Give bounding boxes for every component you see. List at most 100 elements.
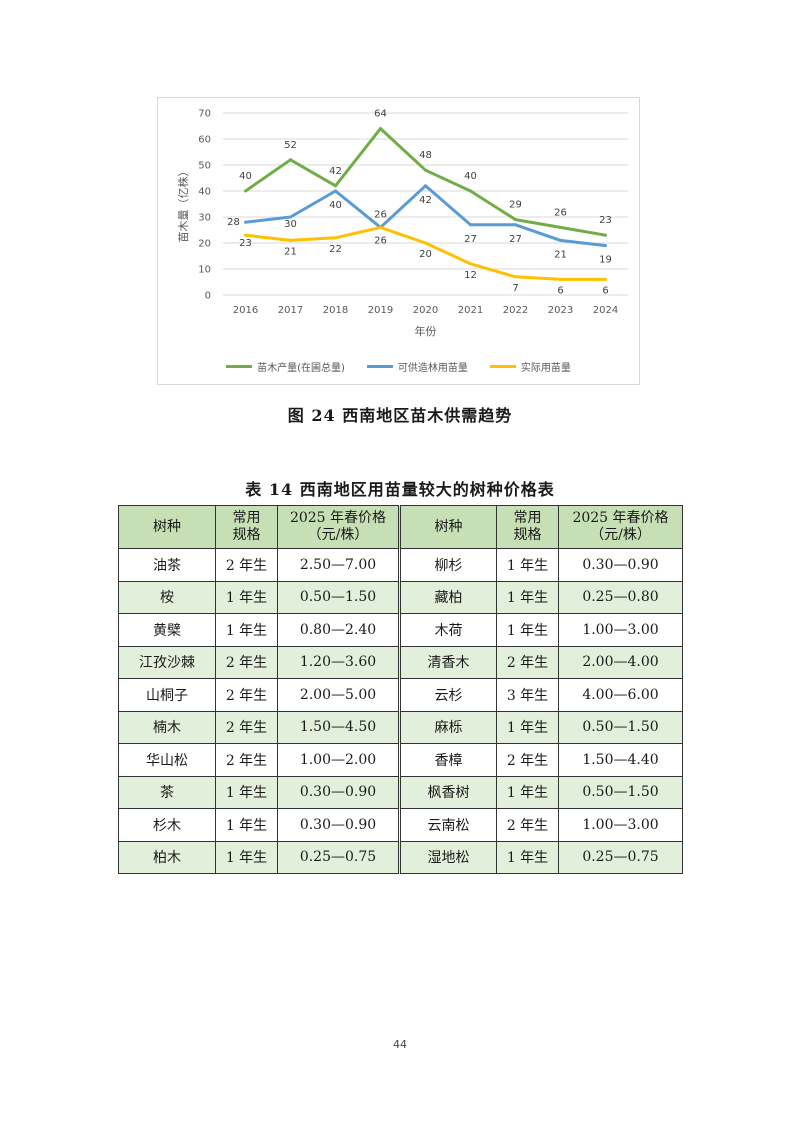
table-cell: 2 年生 xyxy=(496,743,559,777)
x-tick-label: 2019 xyxy=(368,305,393,316)
y-tick-label: 20 xyxy=(198,239,211,250)
header-line: 树种 xyxy=(153,518,181,535)
table-cell: 茶 xyxy=(118,775,216,809)
data-label: 19 xyxy=(599,255,612,266)
data-label: 26 xyxy=(374,209,387,220)
data-point xyxy=(559,277,562,281)
header-line: （元/株） xyxy=(590,527,651,543)
y-axis-title: 苗木量（亿株） xyxy=(176,166,190,243)
table-cell: 1 年生 xyxy=(496,710,559,744)
data-label: 6 xyxy=(557,285,563,296)
data-label: 40 xyxy=(239,171,252,182)
data-label: 40 xyxy=(464,171,477,182)
table-cell: 0.25—0.80 xyxy=(558,580,683,614)
table-row: 黄檗 1 年生 0.80—2.40 木荷 1 年生 1.00—3.00 xyxy=(118,613,683,647)
table-cell: 0.30—0.90 xyxy=(558,548,683,582)
y-tick-label: 70 xyxy=(198,109,211,120)
header-line: 2025 年春价格 xyxy=(289,510,387,526)
data-point xyxy=(424,184,427,188)
data-point xyxy=(244,233,247,237)
table-cell: 2 年生 xyxy=(496,645,559,679)
table-cell: 2.00—4.00 xyxy=(558,645,683,679)
table-row: 山桐子 2 年生 2.00—5.00 云杉 3 年生 4.00—6.00 xyxy=(118,678,683,712)
data-label: 21 xyxy=(554,249,567,260)
table-title: 表 14 西南地区用苗量较大的树种价格表 xyxy=(245,480,555,499)
data-point xyxy=(289,238,292,242)
data-label: 20 xyxy=(419,249,432,260)
table-header-cell: 常用 规格 xyxy=(215,505,278,549)
table-cell: 麻栎 xyxy=(398,710,497,744)
table-cell: 0.50—1.50 xyxy=(558,775,683,809)
table-cell: 0.30—0.90 xyxy=(277,808,400,842)
table-cell: 香樟 xyxy=(398,743,497,777)
figure-caption: 图 24 西南地区苗木供需趋势 xyxy=(287,406,513,425)
y-tick-label: 0 xyxy=(205,291,211,302)
data-label: 21 xyxy=(284,246,297,257)
data-point xyxy=(334,189,337,193)
data-point xyxy=(424,168,427,172)
data-label: 6 xyxy=(602,285,608,296)
y-tick-label: 10 xyxy=(198,265,211,276)
legend-swatch xyxy=(489,365,516,368)
table-cell: 云南松 xyxy=(398,808,497,842)
table-header-cell: 2025 年春价格 （元/株） xyxy=(558,505,683,549)
data-label: 23 xyxy=(599,215,612,226)
data-point xyxy=(604,233,607,237)
x-tick-label: 2017 xyxy=(278,305,303,316)
x-tick-label: 2018 xyxy=(323,305,348,316)
legend-label: 可供造林用苗量 xyxy=(397,363,468,374)
table-cell: 山桐子 xyxy=(118,678,216,712)
data-label: 48 xyxy=(419,150,432,161)
table-cell: 黄檗 xyxy=(118,613,216,647)
table-cell: 1 年生 xyxy=(215,613,278,647)
table-cell: 1 年生 xyxy=(215,840,278,874)
table-cell: 杉木 xyxy=(118,808,216,842)
table-header-cell: 树种 xyxy=(118,505,216,549)
table-cell: 柏木 xyxy=(118,840,216,874)
x-tick-label: 2022 xyxy=(503,305,528,316)
data-label: 27 xyxy=(464,234,477,245)
data-point xyxy=(559,238,562,242)
data-point xyxy=(289,158,292,162)
table-cell: 桉 xyxy=(118,580,216,614)
table-cell: 0.30—0.90 xyxy=(277,775,400,809)
legend-swatch xyxy=(226,365,253,368)
data-label: 27 xyxy=(509,234,522,245)
data-label: 28 xyxy=(227,217,240,228)
data-label: 40 xyxy=(329,200,342,211)
data-label: 64 xyxy=(374,109,387,120)
table-cell: 华山松 xyxy=(118,743,216,777)
y-tick-label: 60 xyxy=(198,135,211,146)
x-tick-label: 2016 xyxy=(233,305,258,316)
data-label: 30 xyxy=(284,219,297,230)
data-label: 29 xyxy=(509,200,522,211)
data-point xyxy=(469,262,472,266)
data-label: 12 xyxy=(464,270,477,281)
table-cell: 1.50—4.40 xyxy=(558,743,683,777)
table-cell: 油茶 xyxy=(118,548,216,582)
table-cell: 1 年生 xyxy=(496,548,559,582)
header-line: 常用 xyxy=(513,510,542,526)
data-label: 7 xyxy=(512,283,518,294)
data-point xyxy=(514,218,517,222)
data-point xyxy=(289,215,292,219)
header-line: 规格 xyxy=(232,527,261,543)
data-point xyxy=(469,223,472,227)
header-line: 2025 年春价格 xyxy=(572,510,669,526)
table-cell: 1 年生 xyxy=(496,775,559,809)
data-point xyxy=(424,241,427,245)
table-cell: 1 年生 xyxy=(215,775,278,809)
table-header-cell: 树种 xyxy=(398,505,497,549)
table-cell: 2.50—7.00 xyxy=(277,548,400,582)
x-tick-label: 2024 xyxy=(593,305,618,316)
data-point xyxy=(469,189,472,193)
table-cell: 楠木 xyxy=(118,710,216,744)
table-cell: 2 年生 xyxy=(215,743,278,777)
table-body: 油茶 2 年生 2.50—7.00 柳杉 1 年生 0.30—0.90 桉 1 年生 0.50—… xyxy=(118,548,683,874)
data-point xyxy=(514,275,517,279)
table-cell: 2 年生 xyxy=(215,710,278,744)
table-cell: 0.50—1.50 xyxy=(558,710,683,744)
legend-swatch xyxy=(366,365,393,368)
